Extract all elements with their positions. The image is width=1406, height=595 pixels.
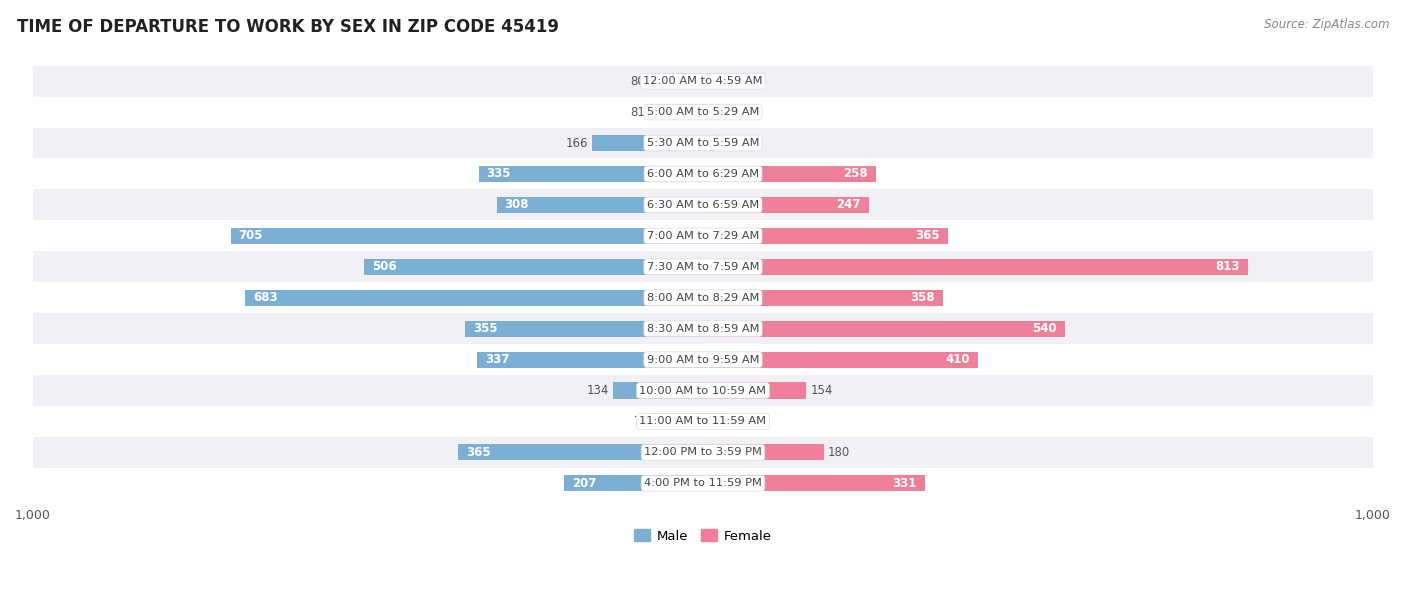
Bar — [32, 406, 1374, 437]
Bar — [564, 475, 703, 491]
Bar — [32, 468, 1374, 499]
Bar — [592, 135, 703, 151]
Text: Source: ZipAtlas.com: Source: ZipAtlas.com — [1264, 18, 1389, 31]
Bar — [32, 251, 1374, 282]
Bar — [32, 437, 1374, 468]
Text: 10:00 AM to 10:59 AM: 10:00 AM to 10:59 AM — [640, 386, 766, 396]
Text: 12:00 PM to 3:59 PM: 12:00 PM to 3:59 PM — [644, 447, 762, 458]
Bar — [465, 321, 703, 337]
Bar — [32, 189, 1374, 220]
Text: 683: 683 — [253, 291, 278, 304]
Bar — [703, 228, 948, 244]
Text: 506: 506 — [373, 260, 396, 273]
Bar — [32, 375, 1374, 406]
Text: 7:30 AM to 7:59 AM: 7:30 AM to 7:59 AM — [647, 262, 759, 272]
Bar — [32, 344, 1374, 375]
Text: 81: 81 — [630, 105, 645, 118]
Legend: Male, Female: Male, Female — [628, 524, 778, 548]
Text: 6:00 AM to 6:29 AM: 6:00 AM to 6:29 AM — [647, 169, 759, 179]
Bar — [703, 197, 869, 213]
Text: 365: 365 — [915, 229, 939, 242]
Text: 6:30 AM to 6:59 AM: 6:30 AM to 6:59 AM — [647, 200, 759, 210]
Bar — [703, 321, 1064, 337]
Bar — [458, 444, 703, 461]
Text: 53: 53 — [742, 74, 758, 87]
Bar — [613, 383, 703, 399]
Bar — [703, 352, 977, 368]
Text: 7:00 AM to 7:29 AM: 7:00 AM to 7:29 AM — [647, 231, 759, 241]
Bar — [32, 158, 1374, 189]
Bar — [703, 414, 728, 430]
Text: 37: 37 — [731, 415, 747, 428]
Text: 8:00 AM to 8:29 AM: 8:00 AM to 8:29 AM — [647, 293, 759, 303]
Text: 5:30 AM to 5:59 AM: 5:30 AM to 5:59 AM — [647, 138, 759, 148]
Bar — [650, 73, 703, 89]
Bar — [32, 220, 1374, 251]
Text: 813: 813 — [1215, 260, 1240, 273]
Text: 365: 365 — [467, 446, 491, 459]
Bar — [703, 383, 806, 399]
Bar — [32, 127, 1374, 158]
Bar — [246, 290, 703, 306]
Bar — [231, 228, 703, 244]
Text: 9:00 AM to 9:59 AM: 9:00 AM to 9:59 AM — [647, 355, 759, 365]
Text: 247: 247 — [837, 198, 860, 211]
Bar — [703, 135, 717, 151]
Text: 258: 258 — [844, 167, 868, 180]
Text: 154: 154 — [810, 384, 832, 397]
Text: 8:30 AM to 8:59 AM: 8:30 AM to 8:59 AM — [647, 324, 759, 334]
Bar — [703, 166, 876, 182]
Text: 335: 335 — [486, 167, 510, 180]
Text: 308: 308 — [505, 198, 529, 211]
Text: 410: 410 — [945, 353, 970, 366]
Bar — [32, 313, 1374, 344]
Text: 705: 705 — [239, 229, 263, 242]
Bar — [364, 259, 703, 275]
Bar — [32, 282, 1374, 313]
Text: 166: 166 — [565, 136, 588, 149]
Bar — [478, 166, 703, 182]
Bar — [703, 259, 1247, 275]
Bar — [703, 104, 720, 120]
Bar — [703, 73, 738, 89]
Text: 80: 80 — [631, 74, 645, 87]
Bar — [648, 104, 703, 120]
Text: TIME OF DEPARTURE TO WORK BY SEX IN ZIP CODE 45419: TIME OF DEPARTURE TO WORK BY SEX IN ZIP … — [17, 18, 558, 36]
Bar — [496, 197, 703, 213]
Text: 5:00 AM to 5:29 AM: 5:00 AM to 5:29 AM — [647, 107, 759, 117]
Text: 331: 331 — [893, 477, 917, 490]
Text: 180: 180 — [828, 446, 849, 459]
Text: 12:00 AM to 4:59 AM: 12:00 AM to 4:59 AM — [644, 76, 762, 86]
Text: 75: 75 — [634, 415, 648, 428]
Text: 207: 207 — [572, 477, 596, 490]
Bar — [703, 444, 824, 461]
Text: 355: 355 — [474, 322, 498, 335]
Bar — [32, 96, 1374, 127]
Bar — [477, 352, 703, 368]
Bar — [32, 65, 1374, 96]
Text: 21: 21 — [721, 136, 737, 149]
Text: 134: 134 — [586, 384, 609, 397]
Text: 337: 337 — [485, 353, 509, 366]
Text: 358: 358 — [910, 291, 935, 304]
Text: 540: 540 — [1032, 322, 1057, 335]
Bar — [652, 414, 703, 430]
Text: 4:00 PM to 11:59 PM: 4:00 PM to 11:59 PM — [644, 478, 762, 488]
Text: 25: 25 — [724, 105, 738, 118]
Bar — [703, 290, 943, 306]
Bar — [703, 475, 925, 491]
Text: 11:00 AM to 11:59 AM: 11:00 AM to 11:59 AM — [640, 416, 766, 427]
